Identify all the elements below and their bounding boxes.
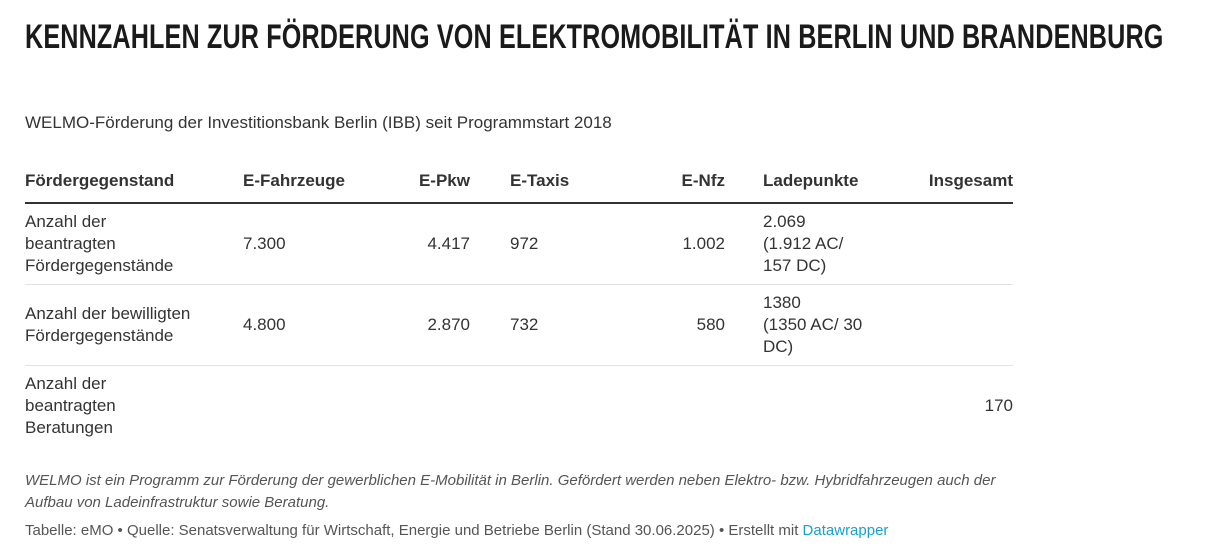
column-header-insgesamt: Insgesamt	[863, 161, 1013, 204]
datawrapper-link[interactable]: Datawrapper	[802, 522, 889, 539]
table-cell: 972	[510, 234, 539, 253]
table-cell: 2.069 (1.912 AC/ 157 DC)	[763, 212, 844, 275]
column-header-e-pkw: E-Pkw	[358, 161, 470, 204]
table-cell: 580	[630, 284, 725, 366]
table-cell	[630, 365, 725, 446]
table-cell: 1.002	[682, 234, 725, 253]
table-cell: 4.417	[427, 234, 470, 253]
table-cell: Anzahl der beantragten Beratungen	[25, 365, 243, 446]
byline: Tabelle: eMO • Quelle: Senatsverwaltung …	[25, 522, 1231, 539]
table-cell: 170	[863, 365, 1013, 446]
page-title: KENNZAHLEN ZUR FÖRDERUNG VON ELEKTROMOBI…	[25, 18, 1164, 56]
chart-subtitle: WELMO-Förderung der Investitionsbank Ber…	[25, 113, 612, 132]
column-header-e-fahrzeuge: E-Fahrzeuge	[243, 161, 358, 204]
table-cell	[358, 365, 470, 446]
column-header-e-nfz: E-Nfz	[630, 161, 725, 204]
column-header-e-taxis: E-Taxis	[470, 161, 630, 204]
table-cell: Anzahl der beantragten Fördergegenstände	[25, 212, 174, 275]
table-cell: 732	[470, 284, 630, 366]
footnote: WELMO ist ein Programm zur Förderung der…	[25, 472, 996, 511]
datawrapper-table-page: KENNZAHLEN ZUR FÖRDERUNG VON ELEKTROMOBI…	[25, 18, 1231, 539]
table-cell: 4.800	[243, 284, 358, 366]
column-header-foerdergegenstand: Fördergegenstand	[25, 161, 243, 204]
table-header-row: Fördergegenstand E-Fahrzeuge E-Pkw E-Tax…	[25, 161, 1013, 204]
byline-text: Tabelle: eMO • Quelle: Senatsverwaltung …	[25, 522, 803, 539]
table-row-beantragte-beratungen: Anzahl der beantragten Beratungen 170	[25, 365, 1013, 446]
table-row-bewilligte-foerdergegenstaende: Anzahl der bewilligten Fördergegenstände…	[25, 284, 1013, 366]
table-cell	[863, 203, 1013, 285]
table-cell: 1380 (1350 AC/ 30 DC)	[725, 284, 863, 366]
table-cell: 2.870	[358, 284, 470, 366]
data-table: Fördergegenstand E-Fahrzeuge E-Pkw E-Tax…	[25, 161, 1013, 446]
table-row-beantragte-foerdergegenstaende: Anzahl der beantragten Fördergegenstände…	[25, 203, 1013, 285]
column-header-ladepunkte: Ladepunkte	[725, 161, 863, 204]
table-cell: 7.300	[243, 234, 286, 253]
table-cell: Anzahl der bewilligten Fördergegenstände	[25, 284, 243, 366]
table-cell	[470, 365, 630, 446]
table-cell	[725, 365, 863, 446]
table-cell	[863, 284, 1013, 366]
table-cell	[243, 365, 358, 446]
